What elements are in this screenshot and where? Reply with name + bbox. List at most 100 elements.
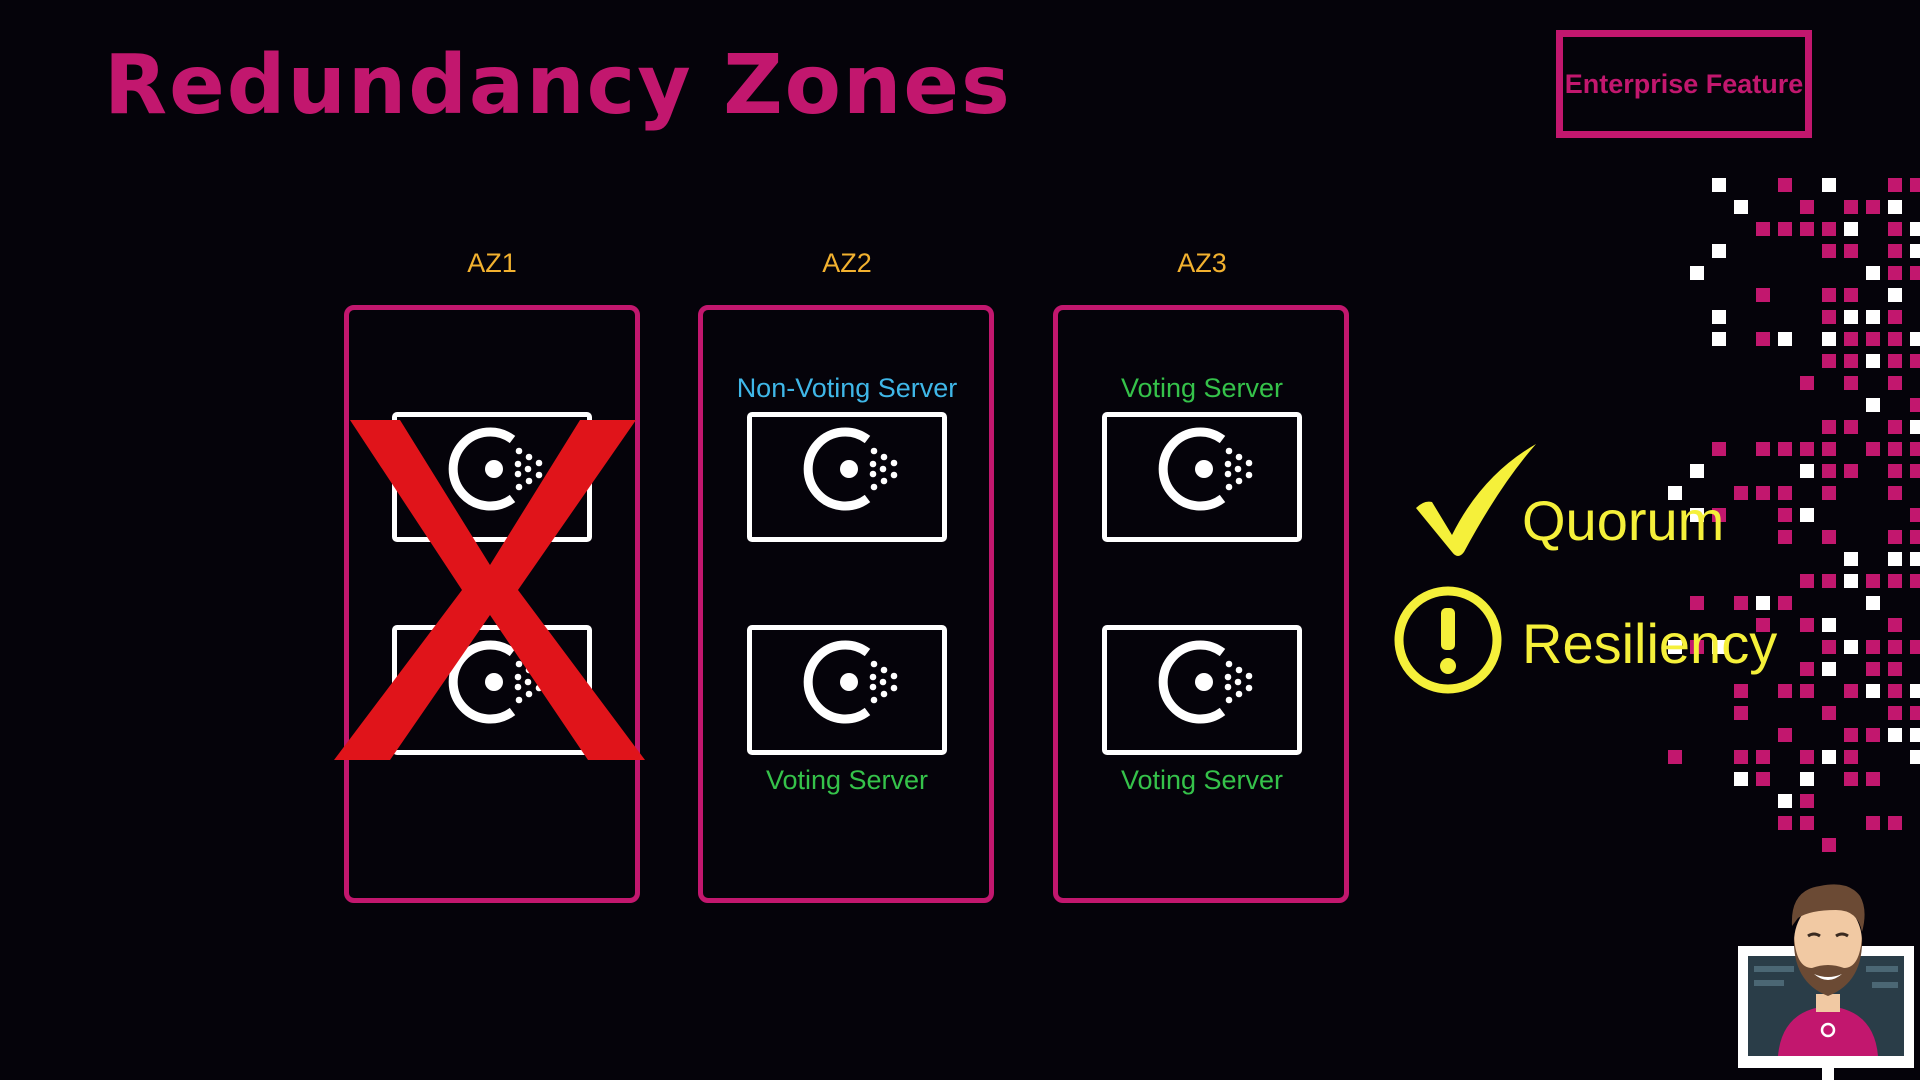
pixel-square	[1910, 222, 1920, 236]
pixel-square	[1756, 596, 1770, 610]
server-box	[747, 625, 947, 755]
pixel-square	[1822, 640, 1836, 654]
pixel-square	[1866, 266, 1880, 280]
pixel-square	[1822, 420, 1836, 434]
pixel-square	[1778, 332, 1792, 346]
pixel-square	[1800, 750, 1814, 764]
pixel-square	[1690, 640, 1704, 654]
pixel-square	[1778, 508, 1792, 522]
pixel-square	[1866, 816, 1880, 830]
pixel-square	[1888, 376, 1902, 390]
consul-logo-icon	[803, 640, 898, 724]
pixel-square	[1800, 618, 1814, 632]
pixel-square	[1822, 178, 1836, 192]
server-box	[1102, 625, 1302, 755]
pixel-square	[1910, 684, 1920, 698]
pixel-square	[1778, 530, 1792, 544]
pixel-square	[1910, 420, 1920, 434]
pixel-square	[1800, 200, 1814, 214]
exclamation-circle-icon	[1394, 586, 1502, 694]
pixel-square	[1822, 332, 1836, 346]
pixel-square	[1800, 794, 1814, 808]
pixel-square	[1888, 310, 1902, 324]
pixel-square	[1778, 728, 1792, 742]
pixel-square	[1844, 332, 1858, 346]
pixel-square	[1844, 552, 1858, 566]
pixel-square	[1712, 508, 1726, 522]
pixel-square	[1822, 706, 1836, 720]
zone-label-az1: AZ1	[467, 248, 517, 278]
pixel-square	[1844, 288, 1858, 302]
pixel-square	[1888, 178, 1902, 192]
pixel-square	[1910, 398, 1920, 412]
pixel-square	[1888, 618, 1902, 632]
pixel-square	[1734, 772, 1748, 786]
pixel-square	[1910, 640, 1920, 654]
pixel-square	[1822, 442, 1836, 456]
pixel-square	[1778, 794, 1792, 808]
presenter-avatar	[1738, 884, 1914, 1080]
pixel-square	[1888, 486, 1902, 500]
pixel-square	[1910, 706, 1920, 720]
badge-label: Enterprise Feature	[1564, 68, 1804, 99]
zone-label-az3: AZ3	[1177, 248, 1227, 278]
server-role-label: Voting Server	[1120, 765, 1284, 795]
pixel-square	[1866, 772, 1880, 786]
pixel-square	[1866, 310, 1880, 324]
pixel-square	[1888, 464, 1902, 478]
pixel-square	[1888, 354, 1902, 368]
pixel-square	[1712, 640, 1726, 654]
pixel-square	[1712, 310, 1726, 324]
pixel-square	[1910, 574, 1920, 588]
pixel-square	[1734, 596, 1748, 610]
pixel-square	[1844, 420, 1858, 434]
pixel-square	[1756, 750, 1770, 764]
pixel-square	[1910, 266, 1920, 280]
pixel-square	[1888, 200, 1902, 214]
pixel-square	[1712, 332, 1726, 346]
pixel-square	[1822, 750, 1836, 764]
pixel-square	[1778, 684, 1792, 698]
pixel-square	[1844, 376, 1858, 390]
pixel-square	[1822, 662, 1836, 676]
pixel-square	[1778, 442, 1792, 456]
server-role-label: Non-Voting Server	[736, 373, 958, 403]
pixel-square	[1778, 816, 1792, 830]
zone-az3	[1053, 305, 1349, 903]
pixel-square	[1800, 464, 1814, 478]
pixel-square	[1866, 354, 1880, 368]
pixel-square	[1756, 486, 1770, 500]
pixel-square	[1888, 222, 1902, 236]
pixel-square	[1822, 838, 1836, 852]
pixel-square	[1844, 354, 1858, 368]
pixel-square	[1888, 442, 1902, 456]
pixel-square	[1888, 684, 1902, 698]
pixel-square	[1800, 816, 1814, 830]
pixel-square	[1888, 530, 1902, 544]
pixel-square	[1822, 354, 1836, 368]
pixel-square	[1866, 398, 1880, 412]
zone-az2	[698, 305, 994, 903]
pixel-square	[1800, 508, 1814, 522]
pixel-square	[1800, 684, 1814, 698]
zone-label-az2: AZ2	[822, 248, 872, 278]
pixel-square	[1866, 596, 1880, 610]
pixel-square	[1734, 750, 1748, 764]
pixel-square	[1800, 772, 1814, 786]
pixel-square	[1866, 332, 1880, 346]
pixel-square	[1866, 640, 1880, 654]
pixel-square	[1822, 618, 1836, 632]
pixel-square	[1690, 596, 1704, 610]
pixel-square	[1800, 442, 1814, 456]
checkmark-icon	[1416, 444, 1536, 556]
pixel-square	[1888, 728, 1902, 742]
pixel-square	[1910, 530, 1920, 544]
pixel-square	[1844, 464, 1858, 478]
pixel-square	[1822, 288, 1836, 302]
pixel-square	[1910, 508, 1920, 522]
pixel-square	[1888, 706, 1902, 720]
pixel-square	[1778, 178, 1792, 192]
pixel-square	[1844, 640, 1858, 654]
zone-az1	[344, 305, 640, 903]
